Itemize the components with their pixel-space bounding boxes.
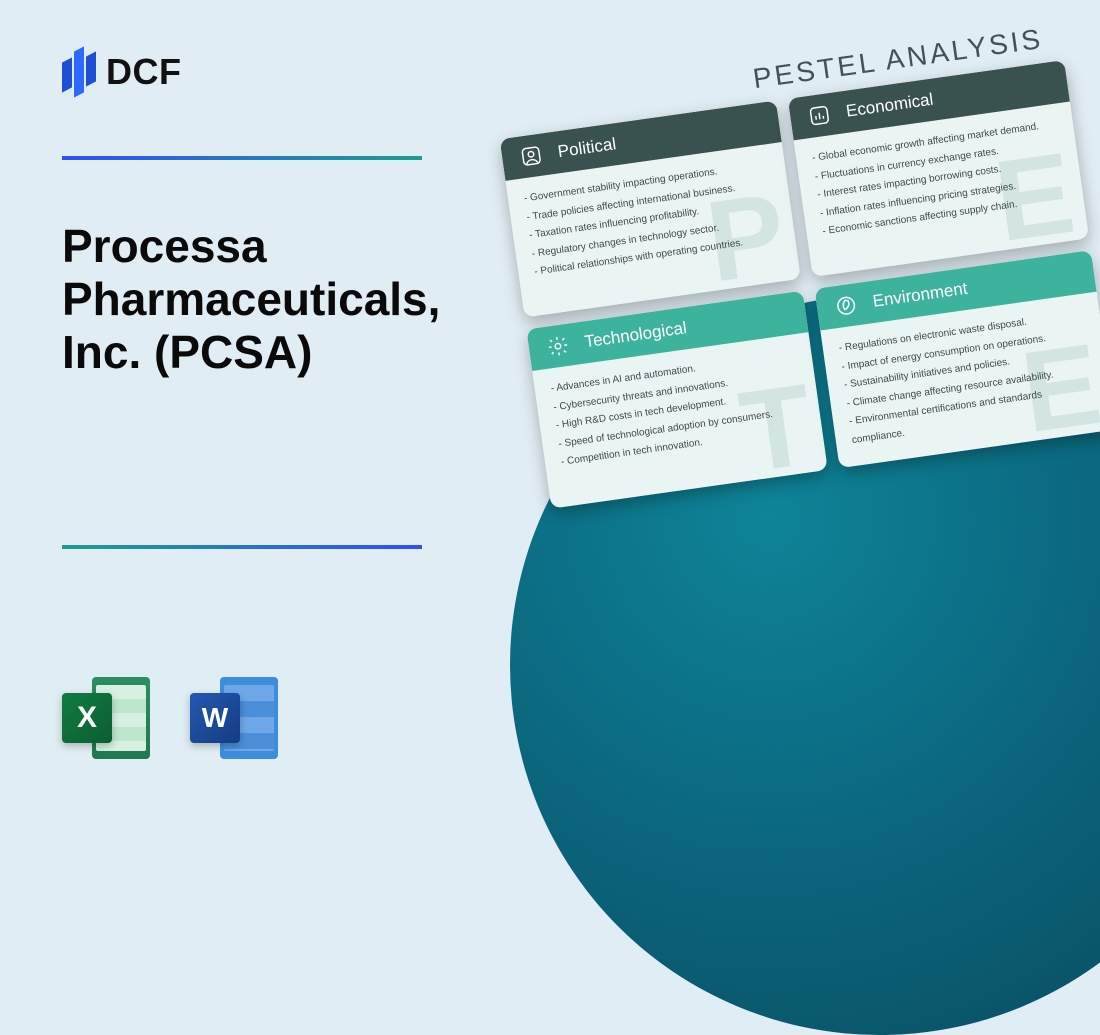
divider-bottom (62, 545, 422, 549)
card-title: Economical (845, 90, 935, 122)
pestel-analysis-panel: PESTEL ANALYSIS PoliticalP- Government s… (494, 20, 1100, 508)
logo-text: DCF (106, 51, 182, 93)
pestel-card-economical: EconomicalE- Global economic growth affe… (788, 60, 1089, 277)
word-icon: W (190, 677, 278, 759)
gear-icon (543, 331, 572, 360)
card-title: Environment (871, 279, 968, 312)
user-icon (517, 141, 546, 170)
pestel-card-political: PoliticalP- Government stability impacti… (500, 100, 801, 317)
leaf-icon (831, 291, 860, 320)
chart-icon (805, 101, 834, 130)
logo-bars-icon (62, 44, 96, 99)
pestel-card-technological: TechnologicalT- Advances in AI and autom… (526, 291, 827, 509)
divider-top (62, 156, 422, 160)
word-letter: W (202, 702, 228, 734)
excel-letter: X (77, 701, 97, 735)
pestel-card-environment: EnvironmentE- Regulations on electronic … (814, 250, 1100, 468)
card-title: Technological (583, 318, 688, 352)
page-title: Processa Pharmaceuticals, Inc. (PCSA) (62, 220, 502, 379)
app-icons-row: X W (62, 677, 278, 759)
excel-icon: X (62, 677, 150, 759)
dcf-logo: DCF (62, 44, 182, 99)
card-title: Political (557, 134, 618, 162)
